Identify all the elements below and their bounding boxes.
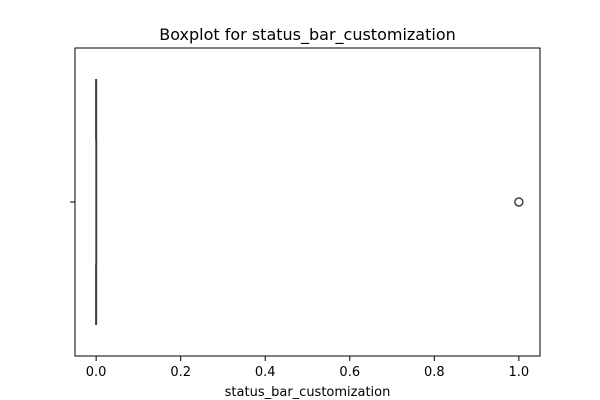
x-tick-label: 0.6: [339, 365, 360, 380]
plot-area: [95, 79, 524, 325]
x-tick-label: 0.8: [424, 365, 445, 380]
x-tick-label: 1.0: [509, 365, 530, 380]
x-axis-label: status_bar_customization: [225, 385, 391, 400]
outlier-point: [514, 197, 524, 207]
x-tick-label: 0.0: [86, 365, 107, 380]
x-tick-label: 0.4: [255, 365, 276, 380]
plot-frame: [74, 47, 541, 357]
x-axis: 0.0 0.2 0.4 0.6 0.8 1.0: [86, 356, 529, 380]
x-tick-label: 0.2: [170, 365, 191, 380]
chart-title: Boxplot for status_bar_customization: [159, 25, 456, 45]
